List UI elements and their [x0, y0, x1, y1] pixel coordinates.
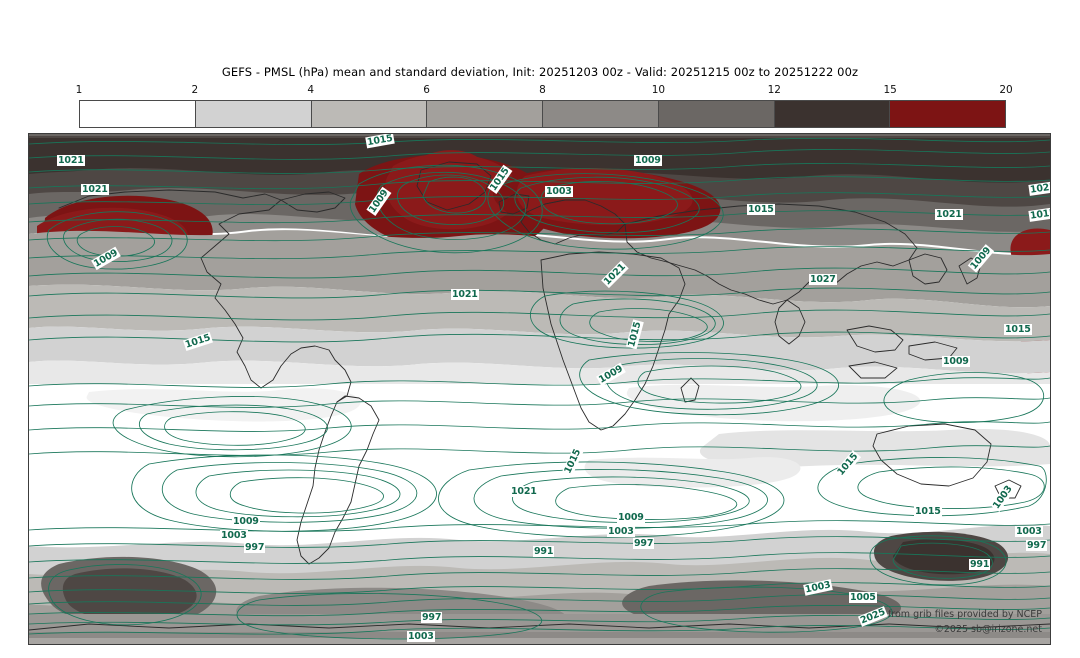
colorbar-segment-1-2 [80, 101, 196, 127]
colorbar-tick-20: 20 [999, 84, 1013, 96]
colorbar-segment-2-4 [195, 101, 312, 127]
contour-label: 1021 [451, 289, 479, 300]
contour-label: 1015 [914, 506, 942, 517]
colorbar-tick-4: 4 [307, 84, 315, 96]
colorbar: 1 2 4 6 8 10 12 15 20 [76, 84, 1013, 128]
data-source-credit: from grib files provided by NCEP [887, 609, 1042, 620]
colorbar-segment-12-15 [774, 101, 891, 127]
colorbar-segment-10-12 [658, 101, 775, 127]
contour-label: 1015 [1004, 324, 1032, 335]
global-pmsl-map[interactable]: 1021 1021 1015 1015 1009 1003 1009 1015 1021 1021… [28, 133, 1051, 645]
contour-label: 1005 [849, 592, 877, 603]
colorbar-tick-15: 15 [883, 84, 897, 96]
colorbar-segment-6-8 [427, 101, 543, 127]
copyright-credit: ©2025 sb@irizone.net [934, 624, 1042, 635]
coastlines [29, 161, 1050, 631]
isobar-contours [29, 137, 1050, 640]
contour-label: 991 [969, 559, 991, 570]
colorbar-tick-6: 6 [423, 84, 430, 96]
colorbar-tick-10: 10 [651, 84, 666, 96]
contour-label: 997 [1026, 540, 1048, 551]
contour-label: 1021 [81, 184, 109, 195]
contour-label: 991 [533, 546, 555, 557]
colorbar-tick-12: 12 [767, 84, 781, 96]
colorbar-ticks: 1 2 4 6 8 10 12 15 20 [75, 83, 1013, 97]
contour-label: 1003 [1015, 526, 1043, 537]
colorbar-segment-8-10 [543, 101, 659, 127]
colorbar-segments [79, 100, 1006, 128]
contour-label: 1009 [617, 512, 645, 523]
colorbar-segment-4-6 [311, 101, 428, 127]
contour-label: 1009 [232, 516, 260, 527]
std-dev-shading [29, 134, 1050, 644]
contour-label: 997 [244, 542, 266, 553]
colorbar-segment-15-20 [890, 101, 1005, 127]
colorbar-tick-1: 1 [75, 84, 83, 96]
colorbar-tick-8: 8 [539, 84, 546, 96]
contour-label: 1003 [545, 186, 573, 197]
contour-label: 1003 [607, 526, 635, 537]
page-title: GEFS - PMSL (hPa) mean and standard devi… [221, 65, 859, 79]
contour-label: 997 [633, 538, 655, 549]
contour-label: 1003 [407, 631, 435, 642]
contour-label: 997 [421, 612, 443, 623]
contour-label: 1009 [942, 356, 970, 367]
contour-label: 1021 [57, 155, 85, 166]
map-canvas [29, 134, 1050, 644]
contour-label: 1027 [809, 274, 837, 285]
contour-label: 1009 [634, 155, 662, 166]
contour-label: 1021 [510, 486, 538, 497]
contour-label: 1015 [747, 204, 775, 215]
contour-label: 1021 [935, 209, 963, 220]
colorbar-tick-2: 2 [191, 84, 199, 96]
contour-label: 1003 [220, 530, 248, 541]
